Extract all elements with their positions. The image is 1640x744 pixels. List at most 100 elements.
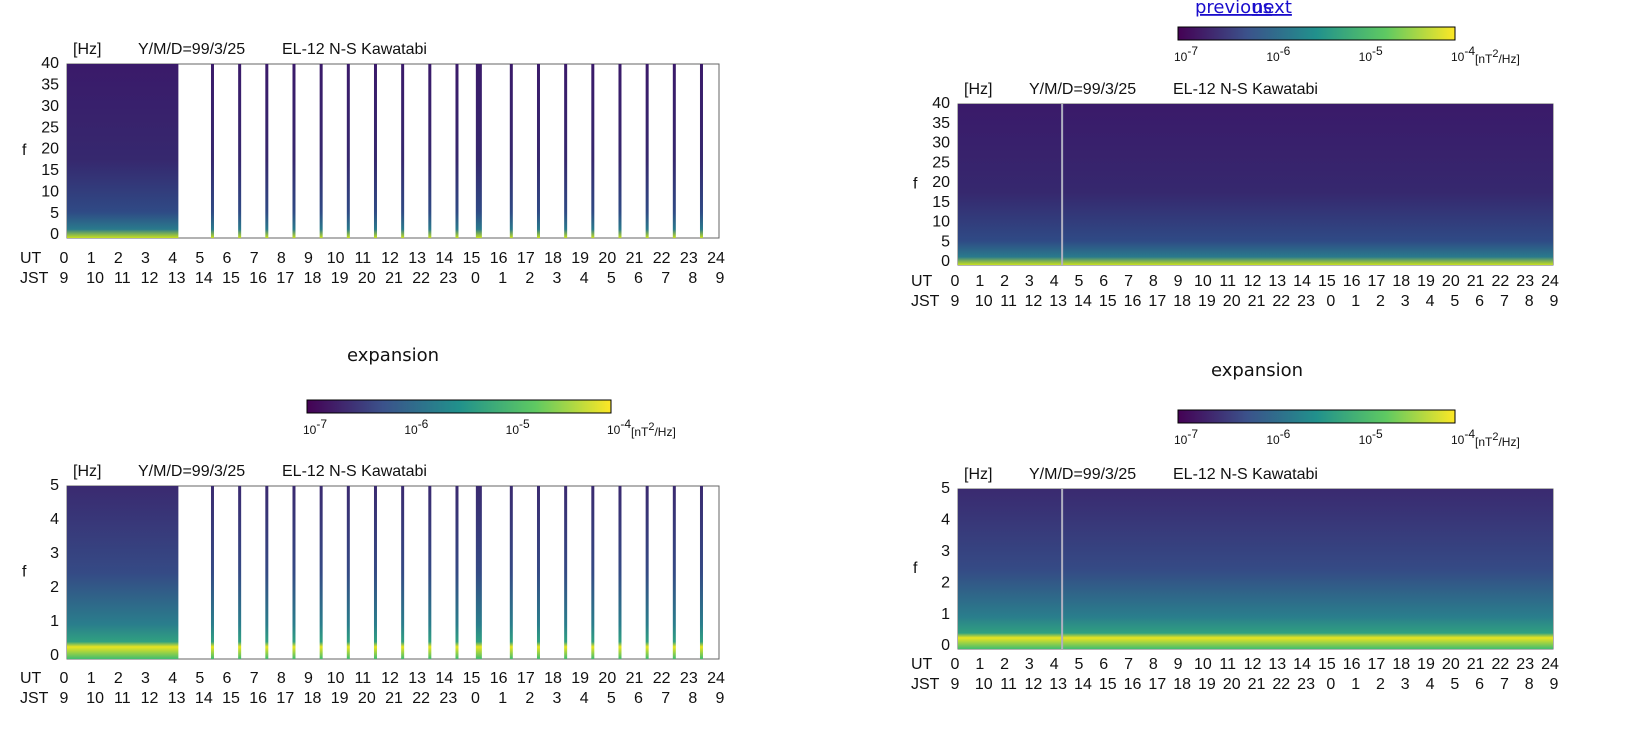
- ut-tick-label: 2: [114, 670, 123, 687]
- jst-tick-label: 1: [1351, 293, 1360, 310]
- jst-tick-label: 12: [1024, 293, 1042, 310]
- f-label: f: [22, 564, 27, 581]
- jst-tick-label: 18: [1173, 293, 1191, 310]
- jst-tick-label: 9: [60, 690, 69, 707]
- spectrogram-strip: [346, 486, 350, 659]
- spectrogram-strip: [292, 64, 296, 238]
- f-tick-label: 30: [41, 98, 59, 115]
- jst-tick-label: 7: [1500, 293, 1509, 310]
- ut-tick-label: 0: [951, 273, 960, 290]
- jst-tick-label: 21: [385, 270, 403, 287]
- spectrogram-strip: [536, 486, 540, 659]
- spectrogram-strip: [475, 64, 482, 238]
- colorbar-tick-label: 10-7: [1174, 44, 1198, 64]
- jst-tick-label: 13: [168, 690, 186, 707]
- spectrogram-strip: [564, 64, 568, 238]
- f-tick-label: 3: [941, 543, 950, 560]
- jst-tick-label: 14: [1074, 293, 1092, 310]
- spectrogram-strip: [210, 64, 214, 238]
- jst-tick-label: 16: [249, 690, 267, 707]
- jst-tick-label: 10: [86, 270, 104, 287]
- jst-tick-label: 9: [951, 676, 960, 693]
- f-tick-label: 15: [41, 162, 59, 179]
- jst-tick-label: 9: [716, 690, 725, 707]
- colorbar-tick-label: 10-5: [506, 417, 530, 437]
- ut-tick-label: 21: [626, 250, 644, 267]
- ut-tick-label: 11: [355, 670, 372, 687]
- jst-tick-label: 13: [1049, 676, 1067, 693]
- ut-label: UT: [911, 273, 933, 290]
- jst-tick-label: 15: [1099, 676, 1117, 693]
- colorbar: [306, 399, 612, 414]
- ut-tick-label: 6: [1099, 656, 1108, 673]
- jst-tick-label: 7: [1500, 676, 1509, 693]
- ut-tick-label: 13: [408, 250, 426, 267]
- jst-tick-label: 22: [1272, 293, 1290, 310]
- jst-tick-label: 14: [1074, 676, 1092, 693]
- jst-tick-label: 17: [276, 690, 294, 707]
- jst-tick-label: 12: [1024, 676, 1042, 693]
- spectrogram-strip: [509, 64, 513, 238]
- f-tick-label: 20: [41, 141, 59, 158]
- jst-tick-label: 0: [471, 690, 480, 707]
- previous-link[interactable]: previous: [1195, 0, 1272, 18]
- ut-tick-label: 13: [1268, 656, 1286, 673]
- ut-tick-label: 7: [250, 670, 259, 687]
- tick-base: 10: [1451, 433, 1465, 447]
- jst-tick-label: 15: [222, 270, 240, 287]
- ut-tick-label: 17: [1368, 656, 1386, 673]
- colorbar-tick-label: 10-4: [607, 417, 631, 437]
- tick-exp: -4: [620, 417, 631, 431]
- colorbar-tick-label: 10-6: [1266, 44, 1290, 64]
- ut-tick-label: 23: [1516, 273, 1534, 290]
- unit-post: /Hz]: [1498, 435, 1519, 449]
- ut-tick-label: 9: [1174, 273, 1183, 290]
- unit-label: [Hz]: [964, 81, 992, 98]
- tick-base: 10: [506, 423, 520, 437]
- jst-tick-label: 15: [222, 690, 240, 707]
- tick-base: 10: [1174, 433, 1188, 447]
- f-tick-label: 35: [932, 115, 950, 132]
- ut-tick-label: 8: [1149, 273, 1158, 290]
- ut-tick-label: 8: [277, 250, 286, 267]
- ut-tick-label: 11: [355, 250, 372, 267]
- tick-base: 10: [1359, 50, 1373, 64]
- jst-tick-label: 23: [439, 690, 457, 707]
- ut-tick-label: 6: [223, 250, 232, 267]
- ut-label: UT: [20, 250, 42, 267]
- jst-tick-label: 8: [688, 270, 697, 287]
- next-link[interactable]: next: [1252, 0, 1292, 18]
- jst-tick-label: 15: [1099, 293, 1117, 310]
- jst-tick-label: 4: [1426, 293, 1435, 310]
- jst-tick-label: 22: [1272, 676, 1290, 693]
- spectrogram-strip: [645, 64, 649, 238]
- f-tick-label: 5: [941, 233, 950, 250]
- spectrogram-strip: [319, 486, 323, 659]
- jst-tick-label: 14: [195, 690, 213, 707]
- ut-tick-label: 20: [1442, 656, 1460, 673]
- unit-sup: 2: [648, 421, 654, 433]
- ut-tick-label: 16: [1343, 273, 1361, 290]
- tick-exp: -6: [418, 417, 429, 431]
- jst-tick-label: 4: [1426, 676, 1435, 693]
- ut-tick-label: 1: [975, 656, 984, 673]
- ut-tick-label: 2: [1000, 273, 1009, 290]
- date-label: Y/M/D=99/3/25: [1029, 81, 1136, 98]
- jst-tick-label: 11: [114, 690, 131, 707]
- ut-tick-label: 4: [1050, 656, 1059, 673]
- jst-tick-label: 23: [439, 270, 457, 287]
- jst-label: JST: [20, 270, 49, 287]
- tick-exp: -4: [1464, 44, 1475, 58]
- spectrogram-strip: [536, 64, 540, 238]
- f-tick-label: 5: [941, 480, 950, 497]
- ut-tick-label: 14: [435, 250, 453, 267]
- spectrogram-strip: [455, 486, 459, 659]
- ut-tick-label: 14: [435, 670, 453, 687]
- tick-exp: -5: [519, 417, 530, 431]
- jst-tick-label: 9: [1550, 293, 1559, 310]
- jst-tick-label: 4: [580, 270, 589, 287]
- f-tick-label: 35: [41, 77, 59, 94]
- colorbar-tick-label: 10-6: [1266, 427, 1290, 447]
- spectrogram-strip: [373, 64, 377, 238]
